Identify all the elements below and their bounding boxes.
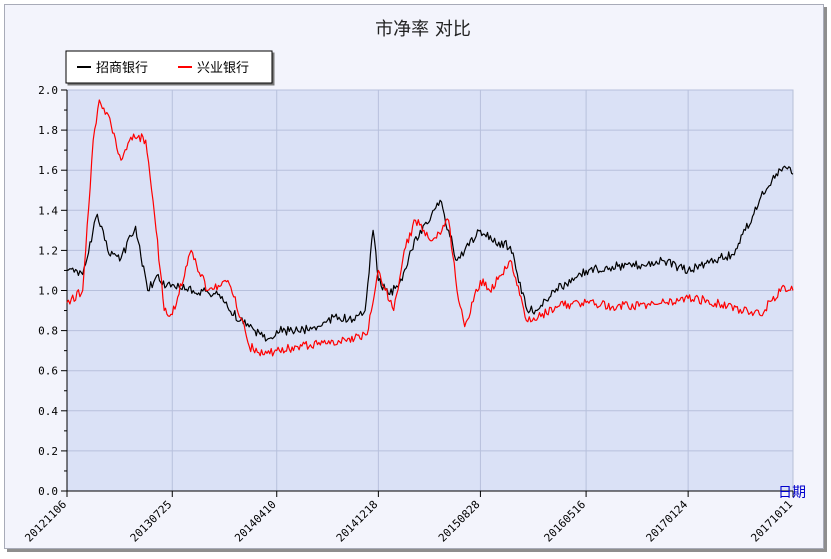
x-tick-label: 20130725 (128, 498, 175, 545)
y-tick-label: 2.0 (38, 84, 58, 97)
chart-title: 市净率 对比 (375, 19, 471, 40)
y-tick-label: 0.0 (38, 485, 58, 498)
y-tick-label: 0.8 (38, 325, 58, 338)
y-tick-label: 0.2 (38, 445, 58, 458)
y-tick-label: 1.4 (38, 204, 58, 217)
x-axis-label: 日期 (778, 485, 806, 501)
series-line-1 (66, 99, 794, 357)
y-tick-label: 1.2 (38, 244, 58, 257)
x-tick-label: 20170124 (644, 498, 691, 545)
series-line-0 (66, 165, 794, 342)
legend-label-cmb: 招商银行 (96, 61, 148, 76)
y-tick-label: 1.8 (38, 124, 58, 137)
x-tick-label: 20150828 (436, 498, 483, 545)
legend-label-cib: 兴业银行 (197, 61, 249, 76)
chart-frame: 市净率 对比 0.0 0.2 0.4 0.6 0.8 1.0 1.2 1.4 1.6 1.8 2.0… (4, 4, 824, 549)
x-tick-label: 20140410 (232, 498, 279, 545)
x-tick-label: 20160516 (542, 498, 589, 545)
x-tick-label: 20171011 (748, 498, 795, 545)
x-tick-label: 20141218 (334, 498, 381, 545)
pb-ratio-chart: 市净率 对比 0.0 0.2 0.4 0.6 0.8 1.0 1.2 1.4 1.6 1.8 2.0… (22, 19, 806, 545)
x-axis-ticks: 20121106 20130725 20140410 20141218 20150828… (22, 491, 795, 545)
series-lines (66, 99, 794, 357)
legend: 招商银行 兴业银行 (65, 50, 273, 84)
y-tick-label: 1.6 (38, 164, 58, 177)
x-tick-label: 20121106 (22, 498, 69, 545)
y-axis-ticks: 0.0 0.2 0.4 0.6 0.8 1.0 1.2 1.4 1.6 1.8 2.0 (38, 84, 67, 498)
y-tick-label: 1.0 (38, 285, 58, 298)
y-tick-label: 0.6 (38, 365, 58, 378)
y-tick-label: 0.4 (38, 405, 58, 418)
